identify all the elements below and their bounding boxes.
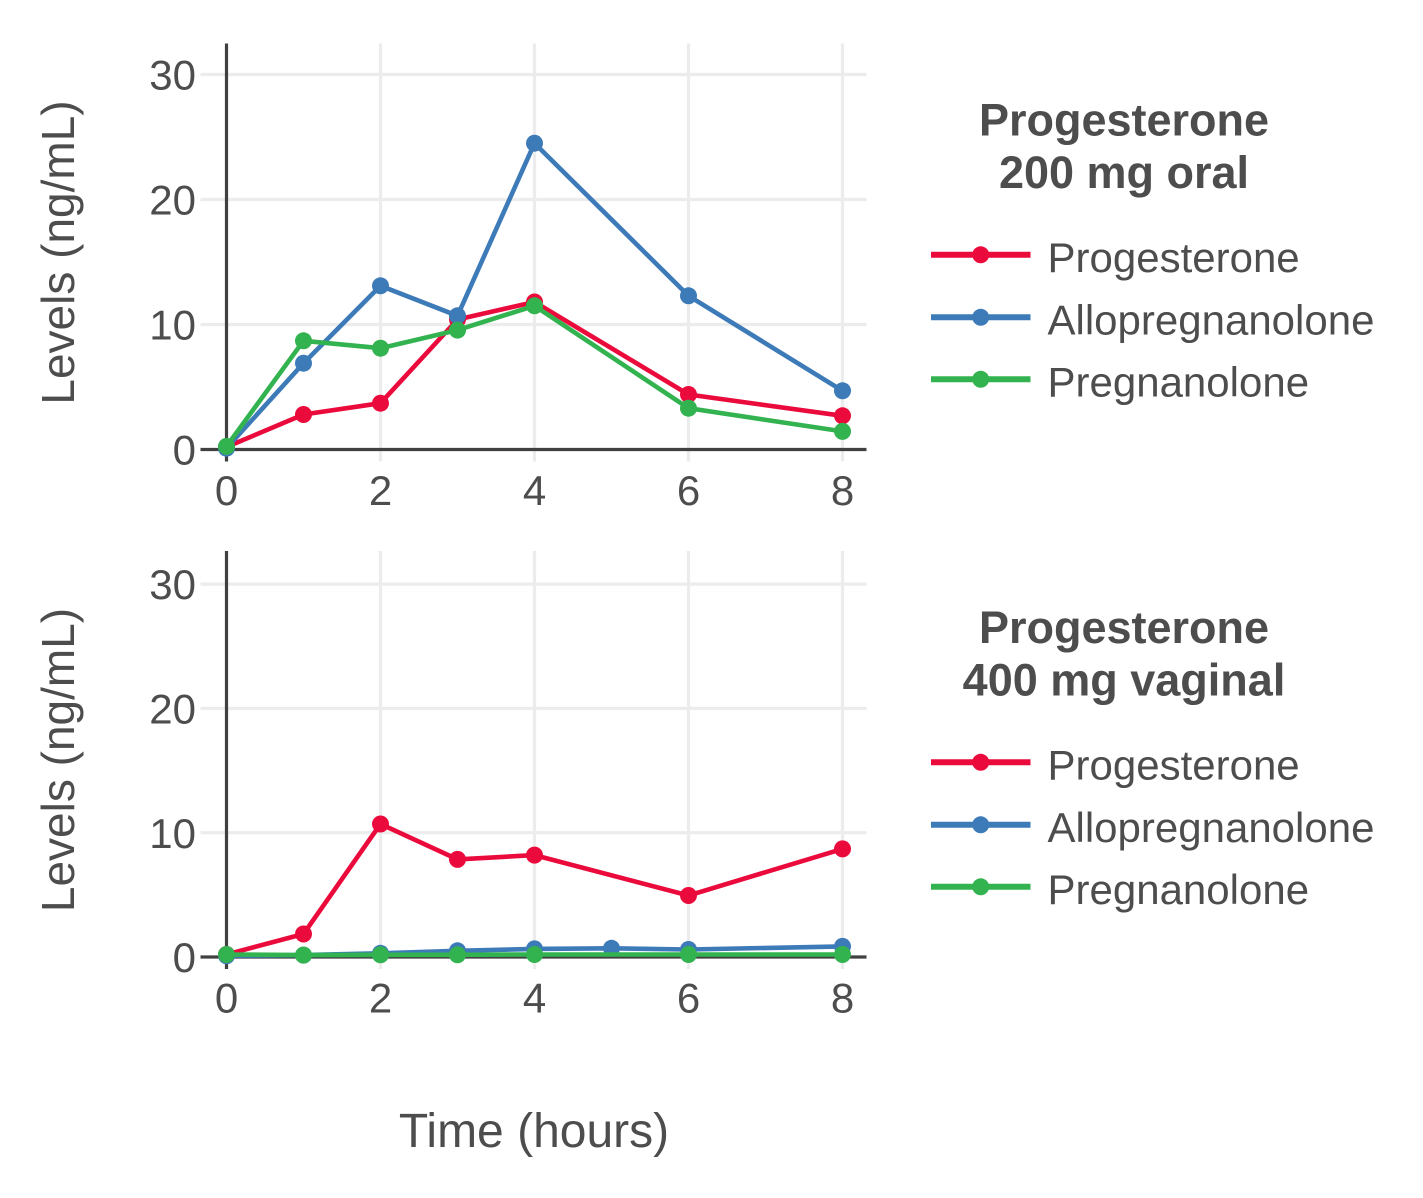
svg-text:200 mg oral: 200 mg oral [999, 147, 1249, 198]
svg-text:2: 2 [369, 975, 392, 1022]
svg-text:8: 8 [831, 975, 854, 1022]
svg-text:Levels (ng/mL): Levels (ng/mL) [32, 100, 84, 404]
svg-text:400 mg vaginal: 400 mg vaginal [963, 654, 1286, 705]
svg-text:6: 6 [677, 467, 700, 514]
svg-text:Progesterone: Progesterone [1048, 234, 1300, 281]
svg-text:Allopregnanolone: Allopregnanolone [1048, 804, 1375, 851]
svg-text:Progesterone: Progesterone [979, 94, 1269, 145]
svg-text:Progesterone: Progesterone [1048, 741, 1300, 788]
svg-text:Pregnanolone: Pregnanolone [1048, 358, 1310, 405]
svg-text:10: 10 [149, 810, 196, 857]
svg-text:Allopregnanolone: Allopregnanolone [1048, 296, 1375, 343]
svg-text:20: 20 [149, 177, 196, 224]
svg-text:0: 0 [215, 975, 238, 1022]
svg-text:0: 0 [215, 467, 238, 514]
svg-text:4: 4 [523, 975, 546, 1022]
svg-text:4: 4 [523, 467, 546, 514]
svg-text:0: 0 [173, 427, 196, 474]
svg-text:Pregnanolone: Pregnanolone [1048, 866, 1310, 913]
svg-text:10: 10 [149, 302, 196, 349]
svg-text:0: 0 [173, 934, 196, 981]
svg-text:6: 6 [677, 975, 700, 1022]
svg-text:30: 30 [149, 561, 196, 608]
svg-text:Progesterone: Progesterone [979, 602, 1269, 653]
svg-text:8: 8 [831, 467, 854, 514]
svg-text:Time (hours): Time (hours) [399, 1105, 669, 1158]
svg-text:20: 20 [149, 686, 196, 733]
svg-text:2: 2 [369, 467, 392, 514]
svg-text:Levels (ng/mL): Levels (ng/mL) [32, 608, 84, 912]
svg-text:30: 30 [149, 52, 196, 99]
